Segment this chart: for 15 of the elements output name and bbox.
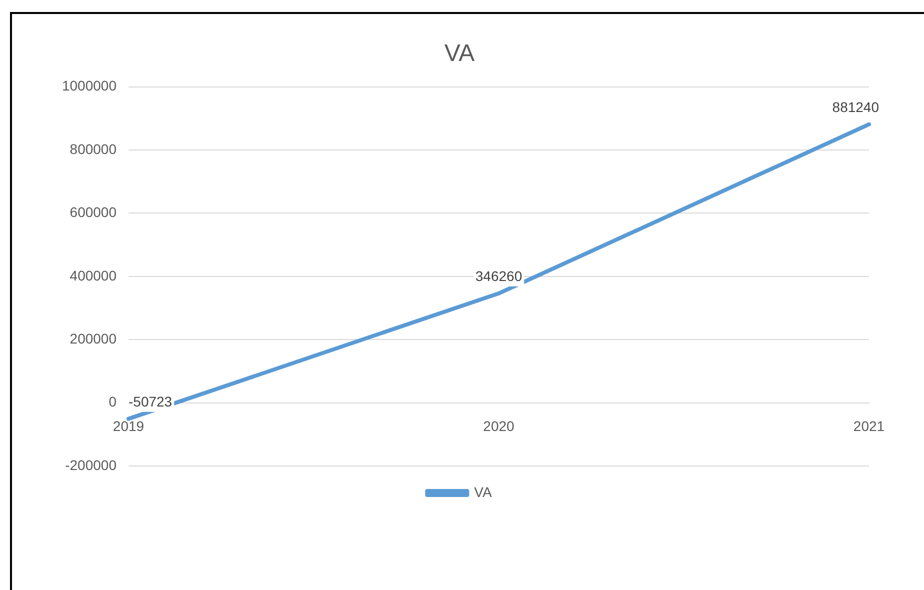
x-tick-label: 2020 (483, 418, 515, 434)
y-tick-label: 1000000 (62, 78, 117, 94)
data-label: 881240 (832, 99, 880, 116)
y-tick-label: 800000 (70, 140, 117, 157)
x-tick-label: 2021 (853, 418, 885, 434)
data-label: 346260 (475, 268, 522, 284)
y-tick-label: 200000 (70, 330, 117, 346)
y-tick-label: 600000 (70, 204, 117, 220)
chart-title: VA (444, 40, 475, 68)
data-label: -50723 (128, 394, 172, 410)
legend-label: VA (474, 484, 492, 500)
x-tick-label: 2019 (112, 418, 144, 434)
y-tick-label: 400000 (70, 267, 117, 284)
y-tick-label: 0 (108, 394, 117, 410)
y-tick-label: -200000 (65, 456, 117, 473)
